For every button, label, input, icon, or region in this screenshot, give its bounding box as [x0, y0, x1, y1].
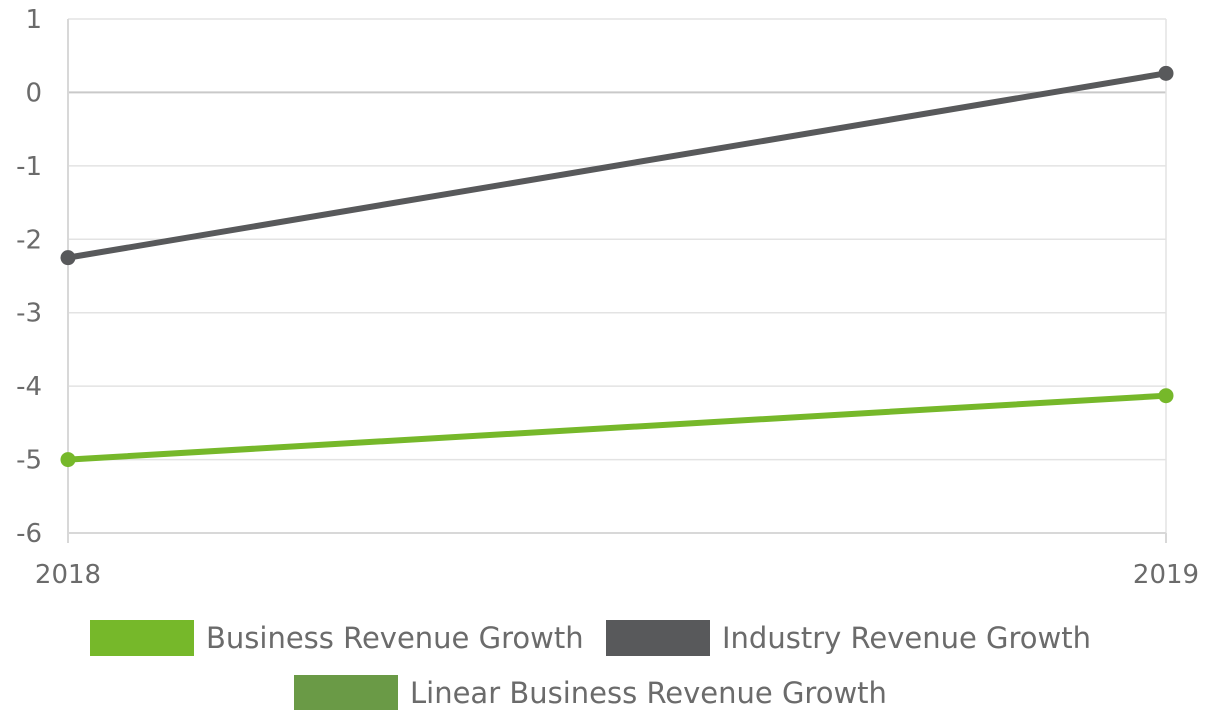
series-lines: [65, 70, 1169, 463]
data-point[interactable]: [60, 452, 76, 468]
legend-swatch: [90, 620, 194, 656]
series-line-1: [65, 392, 1169, 463]
tick-labels: 1 0 -1 -2 -3 -4 -5 -6 2018 2019: [16, 5, 1199, 590]
data-point[interactable]: [60, 250, 76, 266]
y-tick-label: -6: [16, 519, 42, 549]
series-points: [60, 65, 1174, 468]
legend-item[interactable]: Business Revenue Growth: [90, 620, 584, 656]
y-tick-label: -5: [16, 446, 42, 476]
legend-label: Linear Business Revenue Growth: [410, 676, 887, 710]
legend-item[interactable]: Linear Business Revenue Growth: [294, 675, 887, 710]
y-tick-label: -2: [16, 225, 42, 255]
y-tick-label: -3: [16, 299, 42, 329]
axes: [67, 19, 1167, 543]
legend-label: Business Revenue Growth: [206, 621, 584, 655]
y-tick-label: 1: [25, 5, 42, 35]
y-tick-label: -1: [16, 152, 42, 182]
x-tick-label: 2019: [1133, 560, 1199, 590]
y-tick-label: 0: [25, 78, 42, 108]
y-tick-label: -4: [16, 372, 42, 402]
legend-label: Industry Revenue Growth: [722, 621, 1091, 655]
legend: Business Revenue Growth Industry Revenue …: [90, 620, 1091, 710]
data-point[interactable]: [1158, 388, 1174, 404]
legend-swatch: [606, 620, 710, 656]
legend-item[interactable]: Industry Revenue Growth: [606, 620, 1091, 656]
data-point[interactable]: [1158, 65, 1174, 81]
series-line-2: [65, 70, 1169, 261]
x-tick-label: 2018: [35, 560, 101, 590]
legend-swatch: [294, 675, 398, 710]
grid-lines: [67, 18, 1167, 534]
